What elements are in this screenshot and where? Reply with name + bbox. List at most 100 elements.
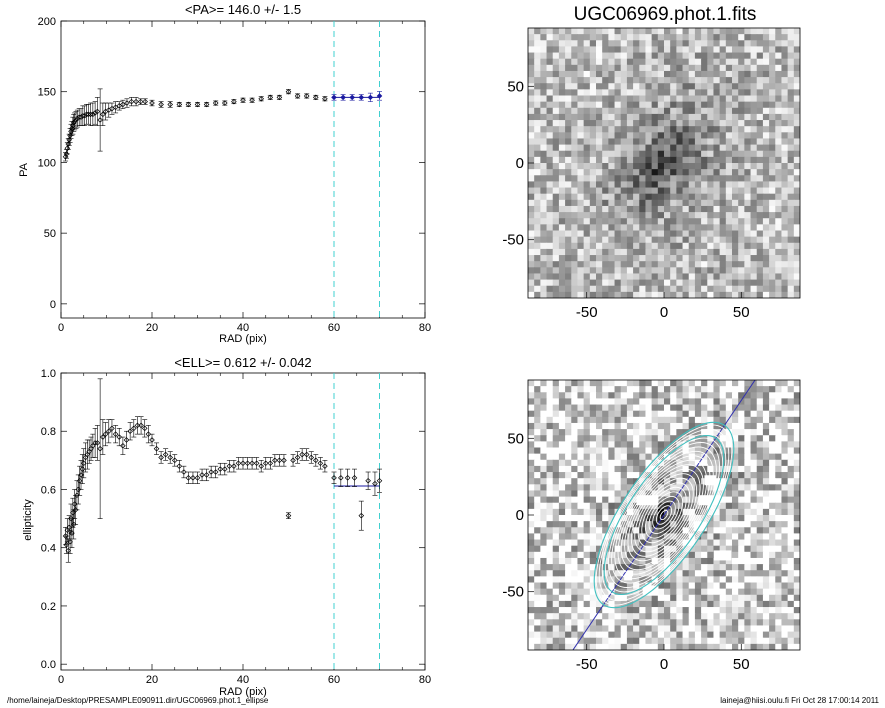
ellipse-overlay-pixel [707,410,715,418]
galaxy-image-pixel [670,267,677,275]
ellipse-overlay-pixel [546,631,554,639]
galaxy-image-pixel [707,163,715,170]
ellipse-overlay-pixel [540,527,548,535]
galaxy-image-pixel [577,40,585,48]
ellipse-overlay-pixel [756,508,764,516]
ellipse-overlay-pixel [732,600,739,608]
galaxy-image-pixel [645,205,653,213]
galaxy-image-pixel [787,46,795,54]
galaxy-image-pixel [719,89,727,97]
galaxy-image-pixel [762,273,770,281]
galaxy-image-pixel [626,285,634,293]
galaxy-image-pixel [651,205,659,213]
galaxy-image-pixel [694,163,702,170]
ellipse-overlay-pixel [769,386,776,393]
ellipse-overlay-pixel [620,637,628,645]
galaxy-image-pixel [620,89,628,97]
galaxy-image-pixel [596,138,603,146]
ellipse-overlay-pixel [577,637,585,645]
galaxy-image-pixel [713,144,721,152]
ellipticity-point [181,469,187,475]
ellipse-overlay-pixel [571,453,579,461]
galaxy-image-pixel [602,255,609,262]
ellipticity-point [203,472,210,478]
ellipse-overlay-pixel [528,625,535,633]
ellipse-overlay-pixel [540,490,548,498]
galaxy-image-pixel [645,89,653,97]
ellipse-overlay-pixel [713,404,721,412]
galaxy-image-pixel [540,83,548,90]
ellipse-overlay-pixel [738,465,745,473]
galaxy-image-pixel [565,52,572,60]
ellipse-overlay-pixel [651,441,659,449]
ellipse-overlay-pixel [701,570,708,577]
galaxy-image-pixel [738,95,745,103]
galaxy-image-pixel [793,205,800,213]
galaxy-image-pixel [701,101,708,109]
ellipse-overlay-pixel [571,484,579,492]
galaxy-image-pixel [670,193,677,201]
galaxy-image-pixel [583,230,591,238]
ellipse-overlay-pixel [701,453,708,461]
galaxy-image-pixel [793,83,800,90]
ellipse-overlay-pixel [633,564,640,571]
ellipse-overlay-pixel [645,643,653,650]
galaxy-image-pixel [725,83,733,90]
ellipse-overlay-pixel [670,613,677,620]
galaxy-image-pixel [713,163,721,170]
galaxy-image-pixel [657,101,665,109]
galaxy-image-pixel [738,40,745,48]
galaxy-image-pixel [775,181,783,189]
galaxy-image-pixel [762,107,770,115]
ellipticity-point [299,451,305,458]
ellipse-overlay-pixel [688,619,696,627]
galaxy-image-pixel [546,212,554,219]
ellipse-overlay-pixel [645,607,653,614]
galaxy-image-pixel [694,224,702,232]
galaxy-image-pixel [540,101,548,109]
galaxy-image-pixel [614,205,622,213]
galaxy-image-pixel [688,285,696,293]
galaxy-image-pixel [626,199,634,207]
galaxy-image-pixel [775,224,783,232]
ellipse-overlay-pixel [651,392,659,400]
galaxy-image-pixel [707,261,715,268]
ellipse-overlay-pixel [719,410,727,418]
galaxy-image-pixel [651,52,659,60]
ellipse-overlay-pixel [558,465,566,473]
ellipse-overlay-pixel [744,465,752,473]
galaxy-image-pixel [620,70,628,78]
galaxy-image-pixel [744,285,752,293]
galaxy-image-pixel [558,261,566,268]
galaxy-image-pixel [651,70,659,78]
galaxy-image-pixel [793,291,800,298]
galaxy-image-pixel [596,267,603,275]
pa-point [66,137,72,143]
galaxy-image-pixel [528,107,535,115]
galaxy-image-pixel [528,248,535,256]
galaxy-image-pixel [719,156,727,164]
ellipse-overlay-pixel [614,429,622,436]
ellipse-overlay-pixel [707,594,715,602]
ellipse-overlay-pixel [787,422,795,430]
ellipse-overlay-pixel [614,496,622,504]
ellipse-overlay-pixel [552,453,560,461]
ellipse-overlay-pixel [540,478,548,485]
ellipse-overlay-pixel [787,527,795,535]
ellipse-overlay-pixel [769,613,776,620]
galaxy-image-pixel [769,126,776,133]
ellipse-overlay-pixel [762,576,770,584]
ellipse-overlay-pixel [651,386,659,393]
galaxy-image-pixel [769,205,776,213]
ellipse-overlay-pixel [725,484,733,492]
ellipse-overlay-pixel [657,600,665,608]
galaxy-image-pixel [756,52,764,60]
galaxy-image-pixel [732,28,739,35]
galaxy-image-pixel [738,193,745,201]
galaxy-image-pixel [682,230,690,238]
ellipse-overlay-pixel [614,557,622,565]
galaxy-image-pixel [713,212,721,219]
galaxy-image-pixel [546,58,554,66]
pa-point [367,94,374,101]
pa-xlabel: RAD (pix) [219,333,267,345]
